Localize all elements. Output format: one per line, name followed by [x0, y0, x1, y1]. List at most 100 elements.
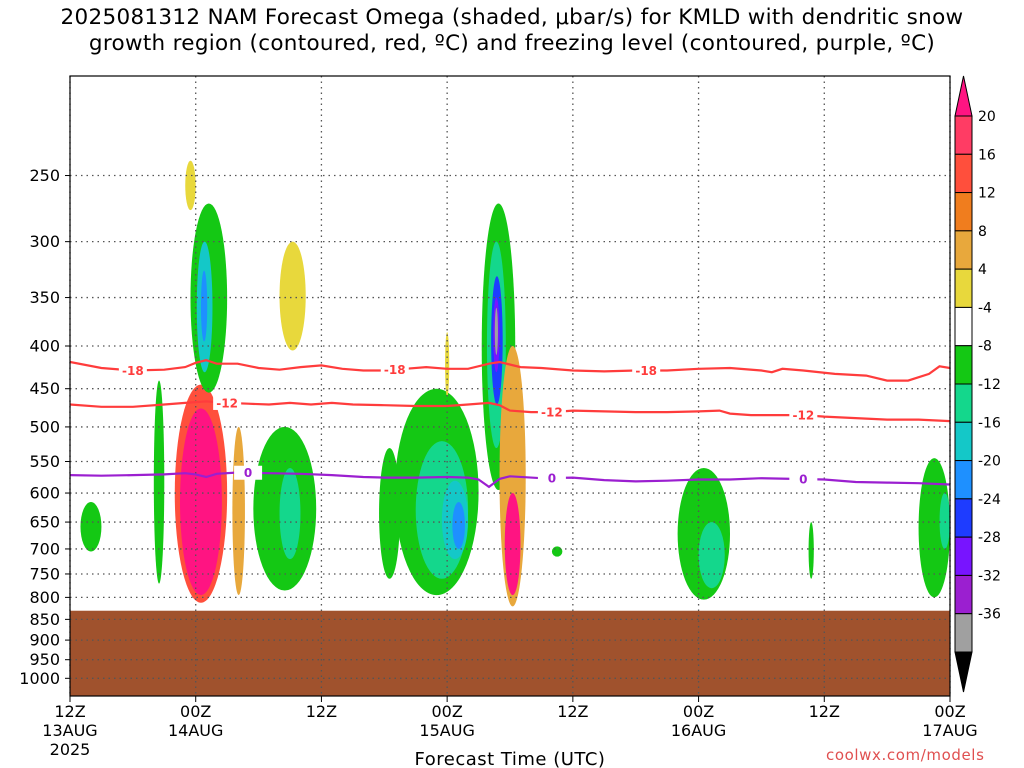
- colorbar-top-arrow: [954, 75, 973, 117]
- contour-label: 0: [244, 466, 252, 480]
- y-tick-label: 300: [29, 232, 60, 251]
- y-tick-label: 800: [29, 588, 60, 607]
- contour-label: -18: [384, 363, 406, 377]
- y-tick-label: 500: [29, 417, 60, 436]
- omega-feature-5: [185, 160, 196, 211]
- omega-feature-12: [379, 448, 400, 579]
- x-tick-date: 17AUG: [922, 721, 977, 740]
- contour-label-bg: [537, 405, 566, 420]
- x-axis-label: Forecast Time (UTC): [415, 749, 606, 768]
- omega-feature-1: [153, 380, 165, 584]
- colorbar-box: [954, 115, 973, 155]
- contour-layer: -18 -18 -18 -12 -12 -12 0 0 0: [70, 359, 950, 489]
- contour-label: 0: [548, 472, 556, 486]
- colorbar-label: 12: [978, 186, 996, 202]
- omega-feature-16: [452, 501, 465, 549]
- colorbar-label: -4: [978, 300, 992, 316]
- contour-label: -12: [792, 409, 814, 423]
- x-tick-label: 00Z: [934, 702, 965, 721]
- y-tick-label: 750: [29, 564, 60, 583]
- x-tick-label: 00Z: [431, 702, 462, 721]
- contour-label-bg: [632, 363, 661, 378]
- colorbar-label: -32: [978, 568, 1001, 584]
- omega-shading-layer: [80, 160, 950, 607]
- colorbar-box: [954, 421, 973, 462]
- y-tick-label: 450: [29, 379, 60, 398]
- colorbar-label: -16: [978, 415, 1001, 431]
- colorbar: 20 16 12 8 4 -4 -8 -12 -16 -20 -24 -28 -32 -36: [954, 75, 1001, 693]
- omega-feature-25: [551, 546, 563, 557]
- contour-label-bg: [537, 471, 566, 486]
- colorbar-box: [954, 345, 973, 385]
- x-tick-date: 16AUG: [671, 721, 726, 740]
- colorbar-box: [954, 536, 973, 576]
- colorbar-box: [954, 460, 973, 500]
- y-axis: 250 300 350 400 450 500 550 600 650 700 750 800 850 9…: [19, 166, 70, 688]
- colorbar-label: 16: [978, 147, 996, 163]
- y-tick-label: 350: [29, 288, 60, 307]
- omega-feature-10: [279, 468, 301, 560]
- x-tick-label: 00Z: [683, 702, 714, 721]
- y-tick-label: 700: [29, 539, 60, 558]
- y-tick-label: 550: [29, 452, 60, 471]
- contour-label: -12: [216, 396, 238, 410]
- y-tick-label: 650: [29, 513, 60, 532]
- colorbar-box: [954, 192, 973, 232]
- colorbar-bottom-arrow: [954, 651, 973, 693]
- omega-feature-22: [494, 307, 498, 355]
- colorbar-label: 4: [978, 262, 987, 278]
- contour-label-bg: [234, 465, 263, 480]
- colorbar-box: [954, 498, 973, 538]
- plot-frame: [69, 75, 951, 697]
- colorbar-box: [954, 574, 973, 615]
- chart-title-line1: 2025081312 NAM Forecast Omega (shaded, μ…: [60, 5, 964, 30]
- contour-label: -12: [541, 406, 563, 420]
- colorbar-box: [954, 383, 973, 423]
- y-tick-label: 1000: [19, 669, 60, 688]
- y-tick-label: 250: [29, 166, 60, 185]
- contour-label-bg: [380, 362, 409, 377]
- contour-label: 0: [799, 473, 807, 487]
- colorbar-label: -24: [978, 492, 1001, 508]
- omega-feature-29: [918, 458, 950, 598]
- contour-label-bg: [213, 395, 242, 410]
- omega-feature-17: [445, 332, 450, 397]
- x-tick-date: 13AUG: [42, 721, 97, 740]
- colorbar-label: -28: [978, 530, 1001, 546]
- omega-feature-30: [939, 493, 950, 549]
- y-tick-label: 900: [29, 631, 60, 650]
- x-tick-label: 00Z: [180, 702, 211, 721]
- colorbar-label: 20: [978, 109, 996, 125]
- y-tick-label: 600: [29, 484, 60, 503]
- contour-line--18: [70, 359, 950, 382]
- x-tick-date: 14AUG: [168, 721, 223, 740]
- chart-title-line2: growth region (contoured, red, ºC) and f…: [88, 31, 936, 56]
- x-tick-label: 12Z: [557, 702, 588, 721]
- omega-feature-3: [180, 408, 222, 596]
- x-tick-year: 2025: [50, 740, 91, 759]
- contour-label-bg: [118, 363, 147, 378]
- colorbar-box: [954, 153, 973, 194]
- y-tick-label: 850: [29, 610, 60, 629]
- omega-feature-8: [200, 270, 208, 342]
- credit-text: coolwx.com/models: [826, 746, 985, 764]
- colorbar-box: [954, 306, 973, 347]
- omega-feature-27: [698, 522, 725, 589]
- ground-layer: [70, 610, 950, 696]
- omega-feature-24: [504, 493, 521, 596]
- colorbar-label: -12: [978, 377, 1001, 393]
- contour-label: -18: [122, 364, 144, 378]
- colorbar-box: [954, 268, 973, 308]
- ground-fill: [70, 610, 950, 696]
- grid-layer: [69, 76, 951, 696]
- colorbar-label: -36: [978, 607, 1001, 623]
- x-tick-label: 12Z: [54, 702, 85, 721]
- omega-feature-4: [232, 426, 245, 596]
- omega-feature-11: [279, 241, 306, 351]
- colorbar-box: [954, 613, 973, 653]
- colorbar-box: [954, 230, 973, 270]
- omega-feature-28: [808, 522, 814, 579]
- y-tick-label: 400: [29, 336, 60, 355]
